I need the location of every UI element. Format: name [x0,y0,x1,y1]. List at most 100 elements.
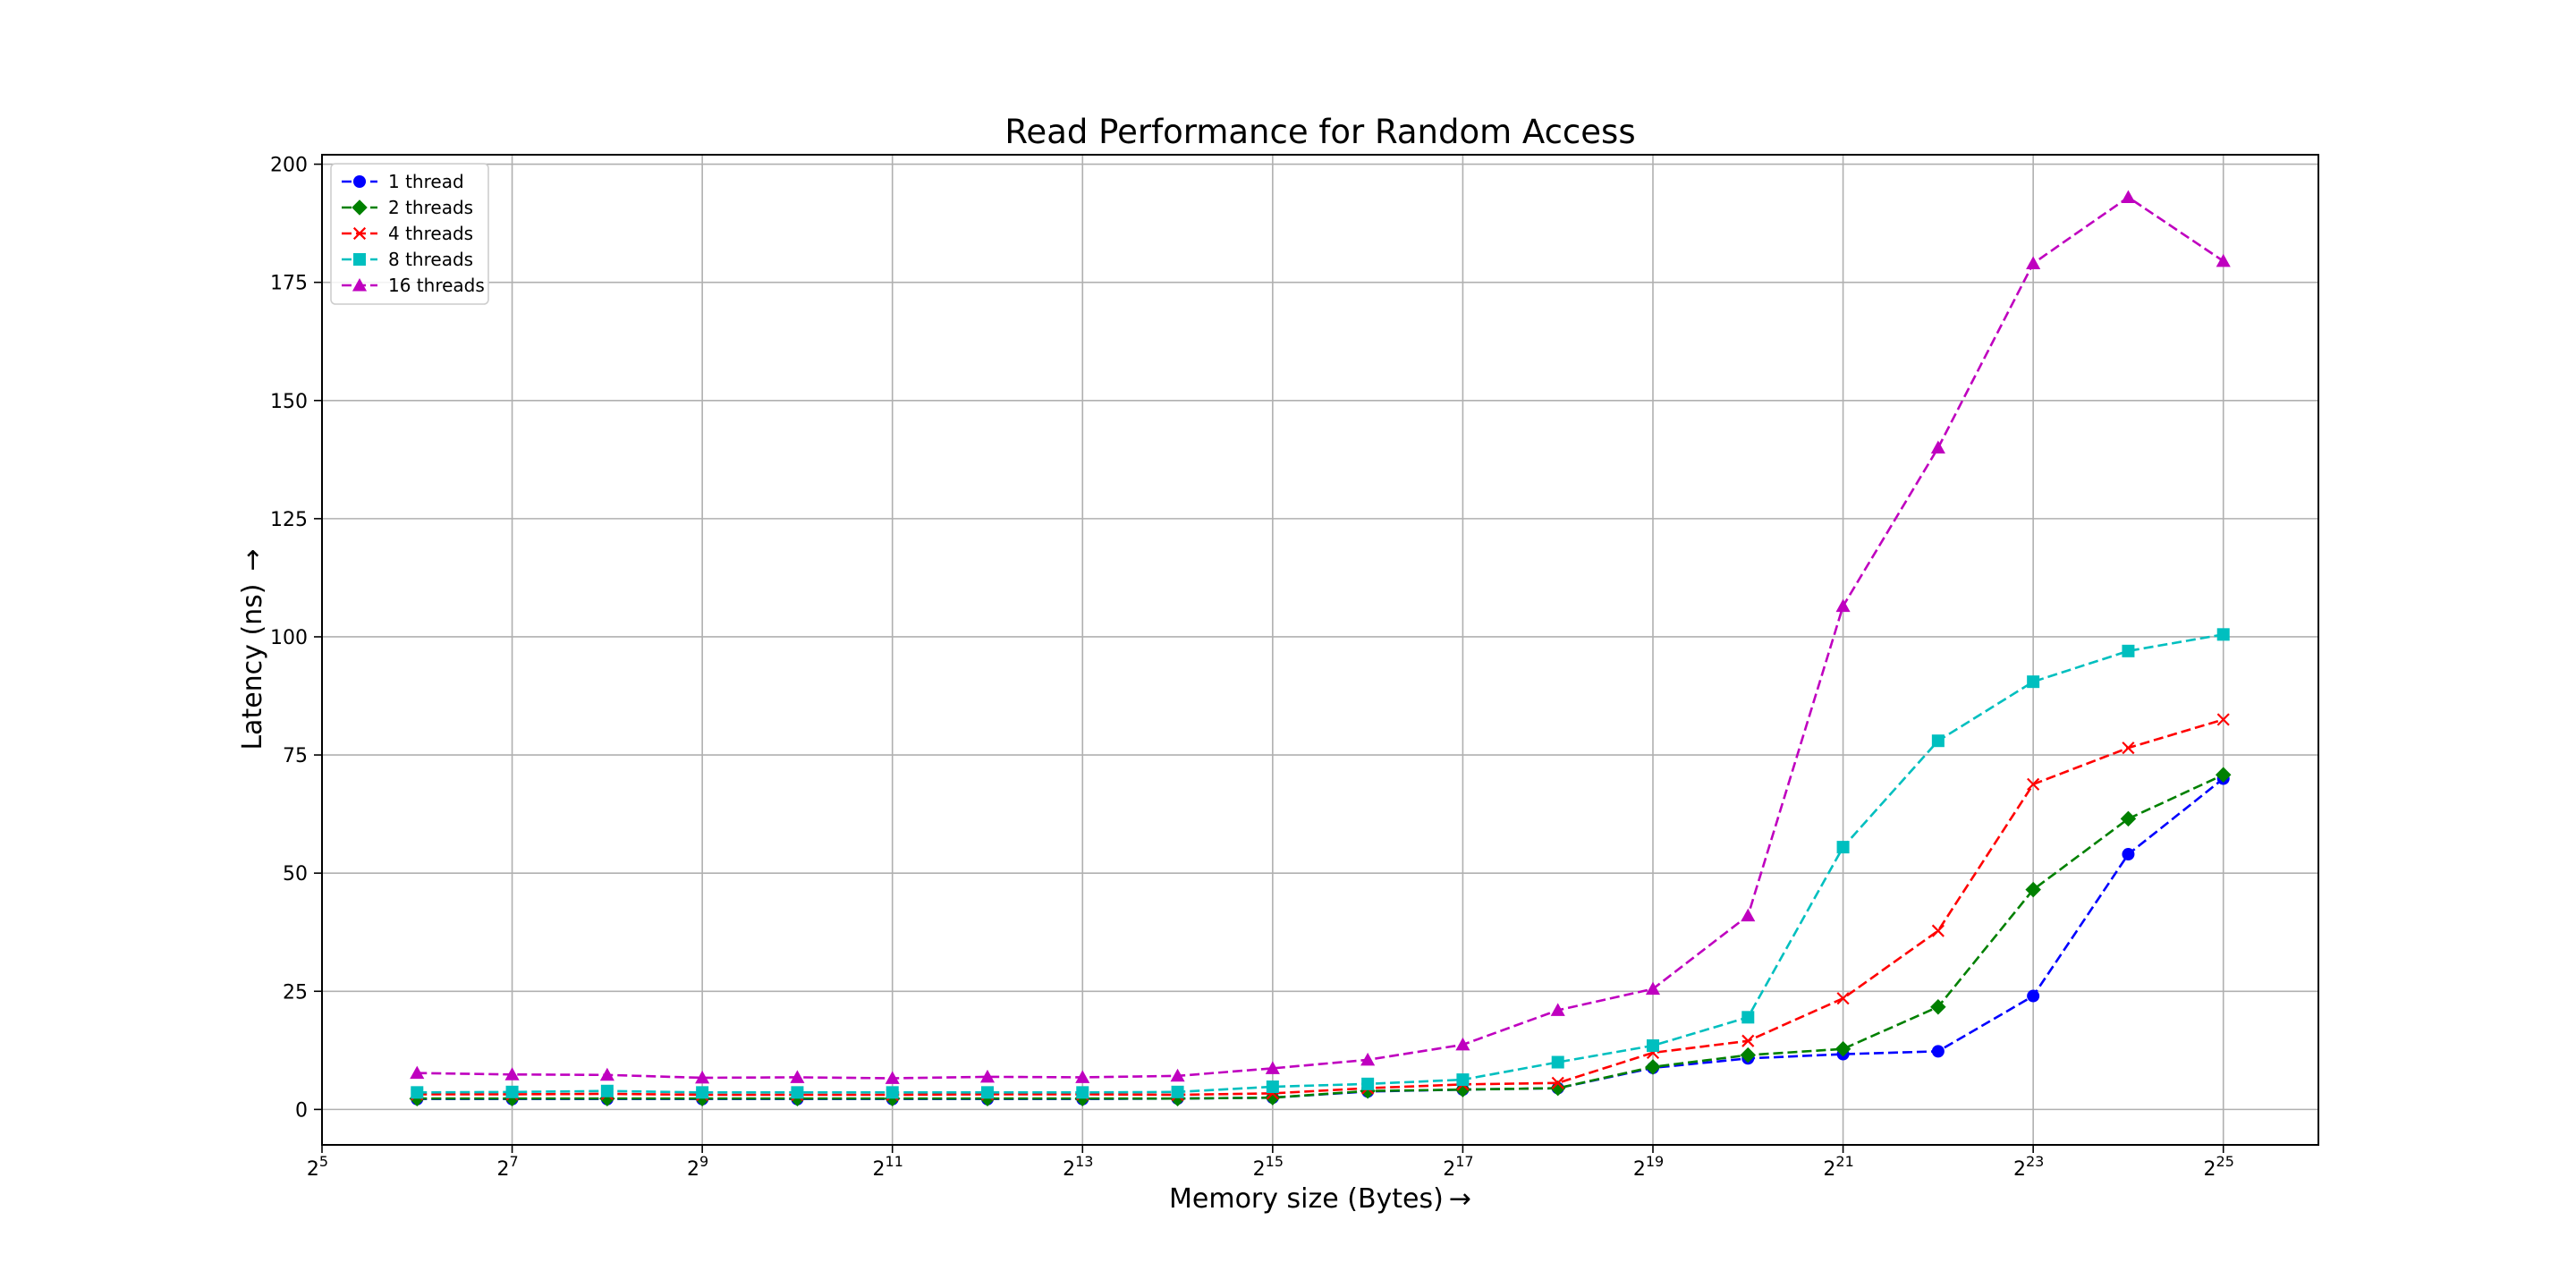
x-tick-label: 223 [2013,1153,2044,1181]
data-point [2216,253,2231,267]
data-point [2216,713,2230,726]
data-point [599,1067,614,1081]
legend-item: 4 threads [342,223,473,244]
x-tick-exponent: 13 [1075,1153,1093,1170]
data-point [1740,1046,1757,1063]
data-point [1645,1059,1661,1075]
data-point [1455,1037,1470,1051]
data-point [886,1086,899,1099]
data-point [411,1086,424,1099]
x-tick-base: 2 [307,1158,319,1181]
x-tick-exponent: 25 [2216,1153,2234,1170]
data-point [2122,741,2135,755]
y-tick-label: 25 [283,981,308,1004]
legend-marker [353,253,366,266]
data-point [600,1084,614,1097]
x-tick-label: 25 [307,1153,328,1181]
data-point [1549,1080,1566,1097]
x-tick-base: 2 [1063,1158,1075,1181]
data-point [2026,256,2041,269]
legend-label: 2 threads [388,197,473,218]
data-point [2215,767,2232,784]
data-point [1835,1040,1852,1057]
y-tick-label: 200 [270,155,308,177]
data-point [2122,644,2135,657]
x-tick-base: 2 [687,1158,699,1181]
legend: 1 thread 2 threads 4 threads 8 threads 16 th… [330,163,489,305]
data-point [1836,992,1850,1005]
data-point [791,1086,804,1099]
data-point [981,1086,994,1099]
data-point [1170,1068,1185,1082]
x-tick-base: 2 [1823,1158,1835,1181]
legend-item: 8 threads [342,249,473,270]
data-point [1835,598,1851,613]
legend-marker [352,199,368,216]
chart-title: Read Performance for Random Access [1004,113,1635,151]
legend-marker [353,175,366,188]
data-point [696,1086,709,1099]
data-point [1075,1070,1090,1083]
data-point [1551,1055,1564,1069]
y-axis-ticks: 0 25 50 75 100 125 150 175 200 [270,155,322,1122]
series-line [417,774,2224,1100]
legend-label: 8 threads [388,249,473,270]
legend-marker [352,226,367,241]
x-tick-label: 217 [1443,1153,1473,1181]
data-point [1456,1073,1470,1087]
data-point [1076,1086,1089,1099]
x-axis-arrow: → [1449,1183,1471,1215]
legend-marker [352,277,368,292]
data-point [1265,1061,1280,1074]
data-point [1741,1011,1755,1024]
y-tick-label: 50 [283,863,308,886]
x-tick-label: 215 [1253,1153,1284,1181]
x-tick-exponent: 21 [1835,1153,1853,1170]
x-axis-label: Memory size (Bytes) → [1169,1183,1471,1215]
x-tick-exponent: 7 [509,1153,518,1170]
x-tick-base: 2 [496,1158,509,1181]
x-tick-label: 219 [1633,1153,1664,1181]
x-tick-base: 2 [1633,1158,1646,1181]
data-point [2027,989,2040,1003]
x-tick-label: 29 [687,1153,708,1181]
data-point [1550,1003,1565,1016]
y-tick-label: 125 [270,509,308,531]
data-point [1741,908,1756,922]
legend-item: 2 threads [342,197,473,218]
x-tick-base: 2 [2013,1158,2026,1181]
x-tick-base: 2 [2204,1158,2216,1181]
data-point [1361,1077,1375,1090]
data-point [2120,810,2137,827]
data-point [1930,998,1946,1015]
data-point [2025,881,2041,898]
x-tick-exponent: 19 [1646,1153,1664,1170]
data-point [1645,981,1661,996]
y-tick-label: 100 [270,627,308,649]
y-tick-label: 75 [283,745,308,767]
series-line [417,718,2224,1097]
data-point [2027,777,2040,791]
data-point [2027,675,2040,689]
y-tick-label: 150 [270,391,308,413]
data-point [1647,1039,1659,1053]
series-line [417,195,2224,1080]
data-point [505,1085,519,1098]
y-tick-label: 175 [270,273,308,295]
data-point [1931,734,1945,748]
data-point [1360,1052,1376,1066]
legend-label: 4 threads [388,223,473,244]
data-point [2121,190,2136,203]
plot-frame [321,154,2319,1146]
x-tick-label: 221 [1823,1153,1853,1181]
x-tick-exponent: 23 [2026,1153,2044,1170]
data-point [1836,841,1850,854]
data-point [979,1069,996,1083]
x-tick-label: 213 [1063,1153,1093,1181]
y-axis-arrow: → [237,548,268,571]
legend-item: 16 threads [342,275,485,296]
data-point [790,1070,805,1083]
data-point [410,1065,425,1080]
series-5 [410,190,2231,1084]
